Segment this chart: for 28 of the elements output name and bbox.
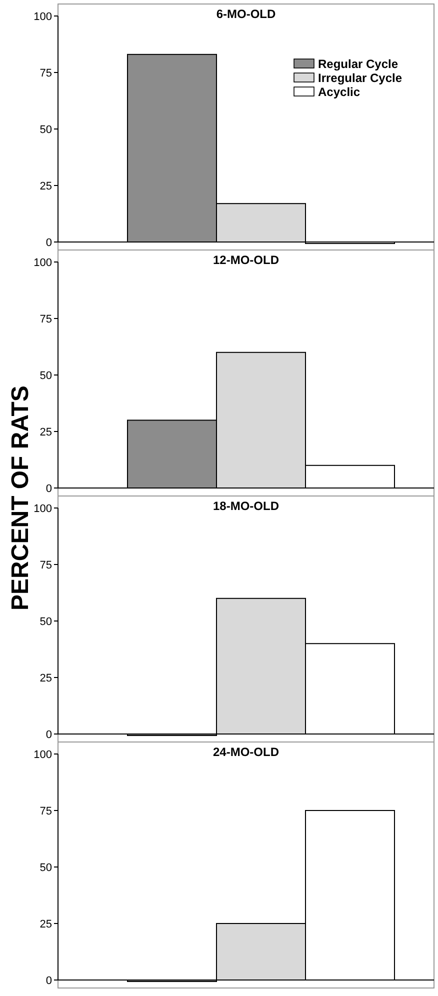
chart-title: 12-MO-OLD [213, 253, 280, 267]
legend-label: Regular Cycle [318, 57, 398, 72]
chart-title: 24-MO-OLD [213, 745, 280, 759]
y-tick-label: 75 [40, 313, 52, 326]
y-tick-label: 25 [40, 180, 52, 192]
y-tick-label: 100 [34, 502, 52, 515]
y-tick-label: 0 [46, 974, 52, 987]
y-tick-label: 50 [40, 370, 52, 382]
y-tick-label: 25 [40, 426, 52, 438]
y-tick-label: 25 [40, 918, 52, 930]
y-tick-label: 25 [40, 672, 52, 684]
y-tick-label: 100 [34, 256, 52, 269]
y-tick-label: 75 [40, 67, 52, 80]
y-tick-label: 50 [40, 616, 52, 628]
legend-label: Irregular Cycle [318, 71, 402, 86]
y-tick-label: 0 [46, 236, 52, 249]
y-axis-title: PERCENT OF RATS [7, 386, 34, 610]
chart-title: 6-MO-OLD [216, 7, 276, 21]
y-tick-label: 0 [46, 728, 52, 741]
legend-label: Acyclic [318, 85, 360, 100]
y-tick-label: 75 [40, 559, 52, 572]
y-tick-label: 0 [46, 482, 52, 495]
y-tick-label: 50 [40, 862, 52, 874]
y-tick-label: 75 [40, 805, 52, 818]
y-tick-label: 50 [40, 124, 52, 136]
y-tick-label: 100 [34, 10, 52, 23]
y-tick-label: 100 [34, 748, 52, 761]
chart-title: 18-MO-OLD [213, 499, 280, 513]
